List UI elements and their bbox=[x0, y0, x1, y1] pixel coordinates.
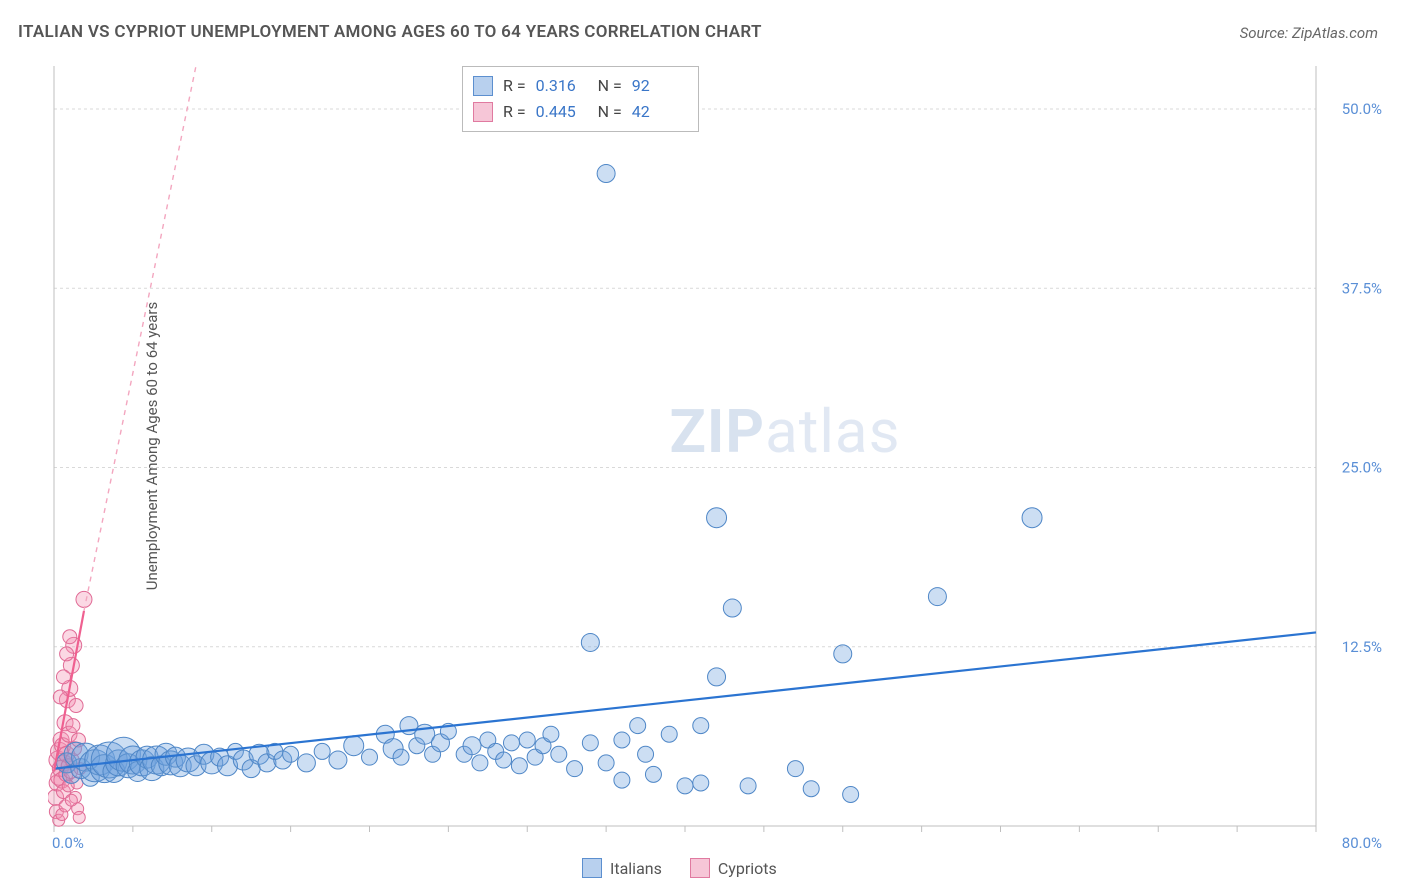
stats-row-cypriots: R = 0.445 N = 42 bbox=[473, 99, 684, 125]
svg-text:37.5%: 37.5% bbox=[1342, 279, 1382, 297]
svg-text:25.0%: 25.0% bbox=[1342, 459, 1382, 477]
svg-text:ZIPatlas: ZIPatlas bbox=[669, 396, 900, 467]
legend-label-italians: Italians bbox=[610, 859, 662, 878]
stats-n-label: N = bbox=[598, 99, 622, 125]
correlation-stats-box: R = 0.316 N = 92 R = 0.445 N = 42 bbox=[462, 66, 699, 132]
bottom-legend: Italians Cypriots bbox=[582, 858, 777, 878]
legend-item-italians: Italians bbox=[582, 858, 662, 878]
stats-n-value-italians: 92 bbox=[632, 73, 684, 99]
stats-row-italians: R = 0.316 N = 92 bbox=[473, 73, 684, 99]
legend-label-cypriots: Cypriots bbox=[718, 859, 777, 878]
stats-r-label: R = bbox=[503, 99, 526, 125]
swatch-italians bbox=[473, 76, 493, 96]
stats-n-value-cypriots: 42 bbox=[632, 99, 684, 125]
scatter-plot-svg: 12.5% 25.0% 37.5% 50.0% 0.0% 80.0% ZIPatlas bbox=[48, 60, 1388, 860]
svg-text:80.0%: 80.0% bbox=[1342, 834, 1382, 852]
swatch-cypriots bbox=[473, 102, 493, 122]
stats-r-value-italians: 0.316 bbox=[536, 73, 588, 99]
legend-swatch-cypriots bbox=[690, 858, 710, 878]
chart-area: 12.5% 25.0% 37.5% 50.0% 0.0% 80.0% ZIPatlas bbox=[48, 60, 1388, 860]
stats-n-label: N = bbox=[598, 73, 622, 99]
stats-r-label: R = bbox=[503, 73, 526, 99]
source-attribution: Source: ZipAtlas.com bbox=[1240, 24, 1378, 42]
svg-text:0.0%: 0.0% bbox=[52, 834, 84, 852]
svg-text:12.5%: 12.5% bbox=[1342, 638, 1382, 656]
legend-swatch-italians bbox=[582, 858, 602, 878]
chart-title: ITALIAN VS CYPRIOT UNEMPLOYMENT AMONG AG… bbox=[18, 22, 762, 42]
stats-r-value-cypriots: 0.445 bbox=[536, 99, 588, 125]
svg-text:50.0%: 50.0% bbox=[1342, 100, 1382, 118]
legend-item-cypriots: Cypriots bbox=[690, 858, 777, 878]
